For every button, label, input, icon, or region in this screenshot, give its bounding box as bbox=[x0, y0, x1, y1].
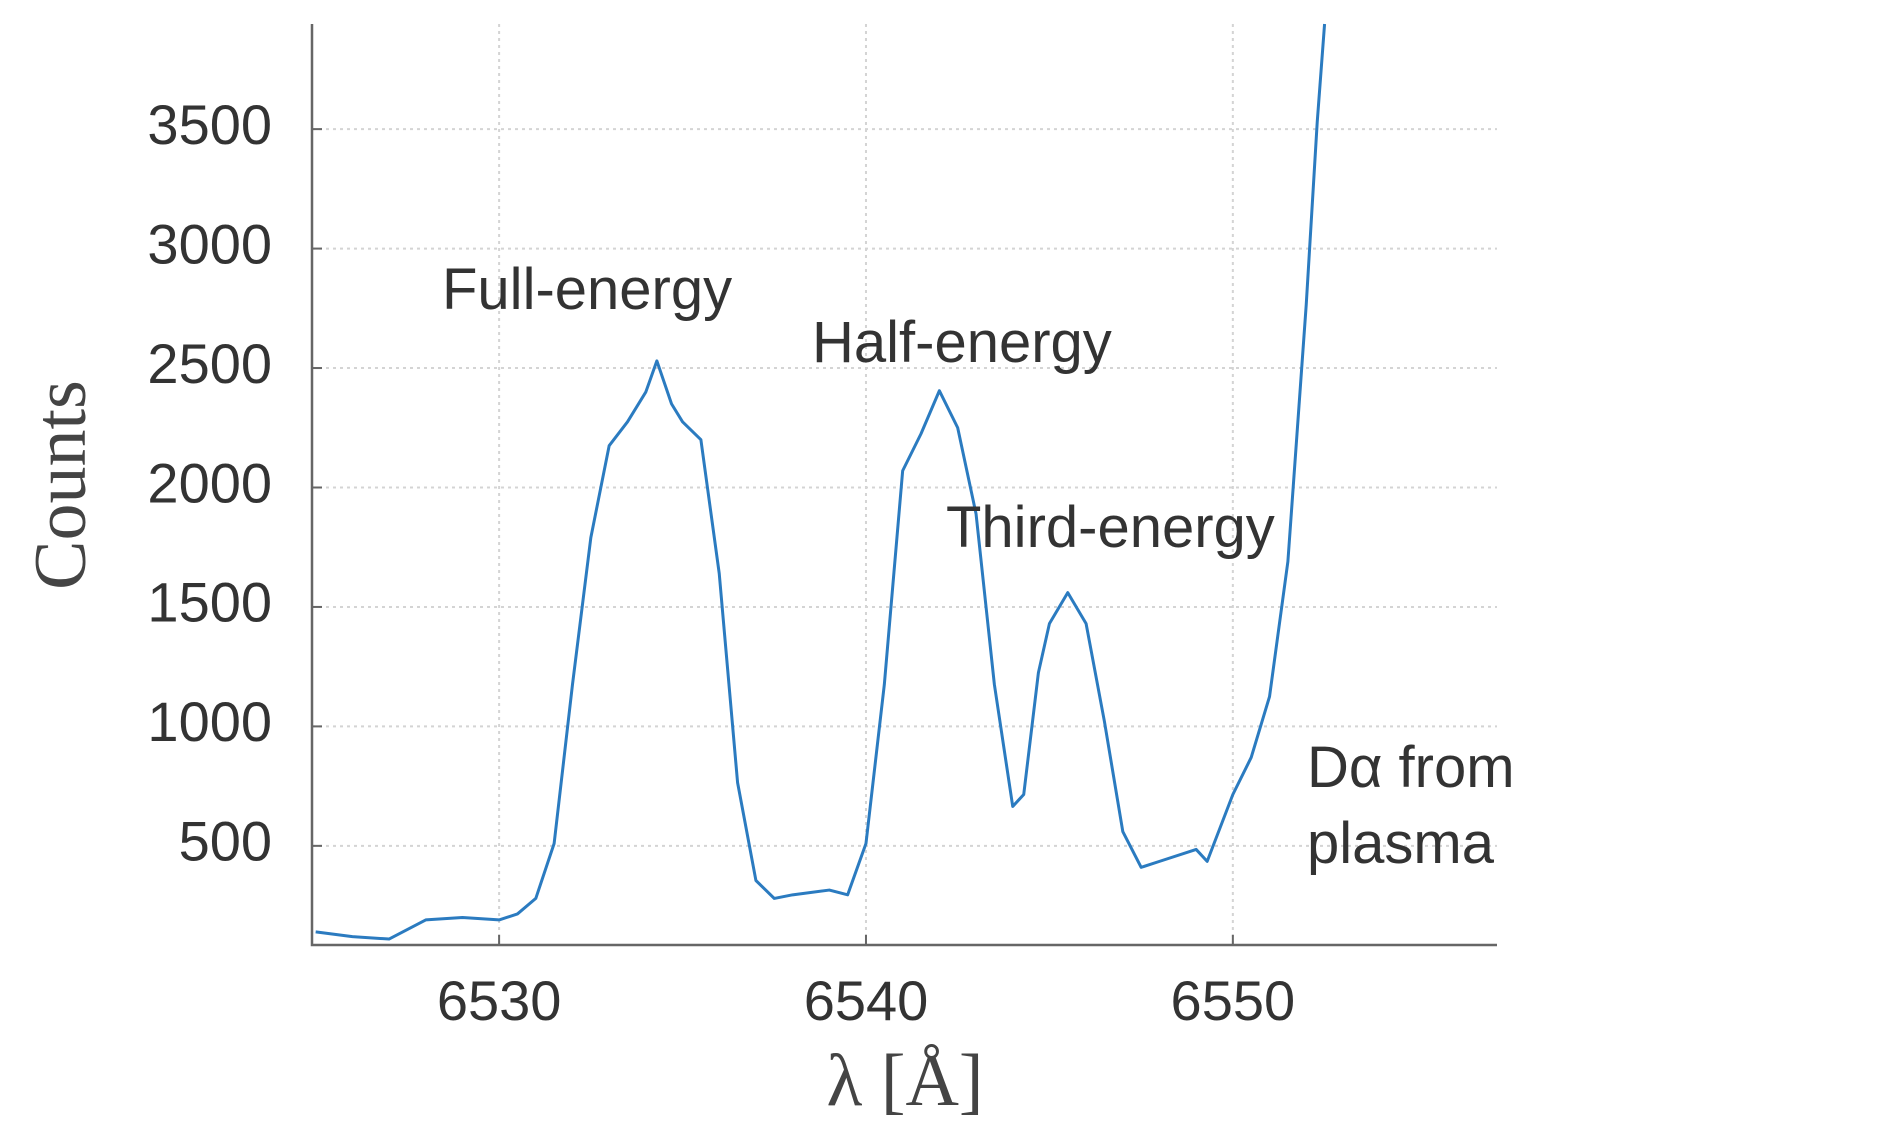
y-tick-label: 500 bbox=[179, 810, 272, 873]
x-tick-label: 6550 bbox=[1171, 969, 1296, 1032]
y-tick-label: 1000 bbox=[147, 690, 272, 753]
x-tick-label: 6540 bbox=[804, 969, 929, 1032]
x-tick-label: 6530 bbox=[437, 969, 562, 1032]
x-axis-title: λ [Å] bbox=[826, 1040, 983, 1122]
y-axis-title: Counts bbox=[20, 380, 102, 590]
y-tick-label: 3500 bbox=[147, 93, 272, 156]
y-tick-label: 1500 bbox=[147, 571, 272, 634]
y-tick-label: 2500 bbox=[147, 332, 272, 395]
y-tick-label: 2000 bbox=[147, 451, 272, 514]
annotation: Third-energy bbox=[946, 495, 1275, 560]
y-tick-label: 3000 bbox=[147, 212, 272, 275]
axis-line bbox=[310, 24, 1497, 947]
annotation: Half-energy bbox=[812, 310, 1112, 375]
annotation: Dα from plasma bbox=[1307, 735, 1515, 876]
annotation: Full-energy bbox=[442, 257, 733, 322]
data-line bbox=[315, 23, 1327, 941]
